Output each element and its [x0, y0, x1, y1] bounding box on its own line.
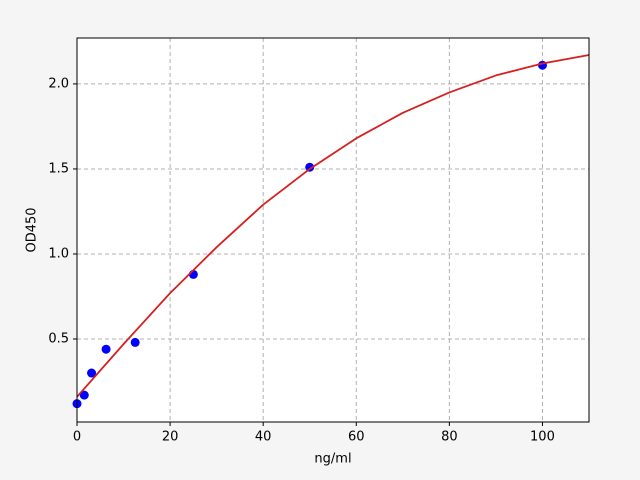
x-tick-label: 40 [255, 430, 272, 445]
data-point [87, 368, 97, 378]
fit-curve [76, 54, 590, 398]
data-point [305, 162, 315, 172]
x-tick-label: 80 [441, 430, 458, 445]
x-tick-label: 100 [530, 430, 555, 445]
y-tick-label: 2.0 [48, 76, 69, 91]
marks [72, 54, 590, 409]
plot-frame [76, 37, 590, 423]
y-tick-label: 0.5 [48, 332, 69, 347]
x-axis-label: ng/ml [314, 452, 351, 467]
plot-area [77, 38, 589, 422]
data-point [79, 390, 89, 400]
grid [76, 38, 589, 422]
data-point [101, 344, 111, 354]
y-tick-label: 1.5 [48, 161, 69, 176]
x-tick-label: 20 [162, 430, 179, 445]
x-tick-label: 0 [73, 430, 81, 445]
data-point [130, 337, 140, 347]
y-tick-label: 1.0 [48, 246, 69, 261]
x-tick-label: 60 [348, 430, 365, 445]
y-axis-label: OD450 [25, 207, 40, 252]
